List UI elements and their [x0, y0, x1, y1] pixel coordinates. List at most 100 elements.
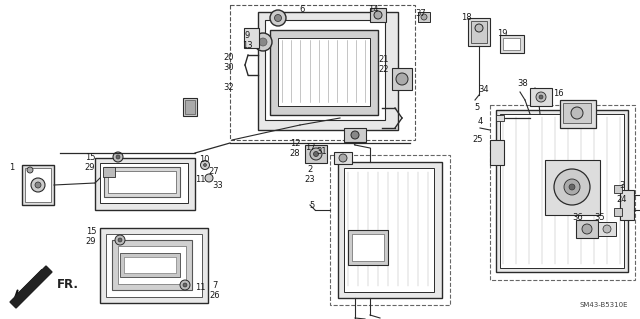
Bar [104, 167, 180, 197]
Text: 17: 17 [305, 144, 316, 152]
Text: 37: 37 [415, 9, 426, 18]
Bar [370, 8, 386, 22]
Bar [471, 21, 487, 43]
Circle shape [554, 169, 590, 205]
Bar [348, 230, 388, 265]
Text: 32: 32 [224, 84, 234, 93]
Text: 10: 10 [199, 155, 209, 165]
Text: 5: 5 [309, 201, 315, 210]
Circle shape [270, 10, 286, 26]
Bar [103, 167, 115, 177]
Bar [500, 35, 524, 53]
Circle shape [396, 73, 408, 85]
Text: 11: 11 [195, 284, 205, 293]
Circle shape [421, 14, 427, 20]
Bar [563, 103, 591, 123]
Circle shape [183, 283, 187, 287]
Bar [185, 100, 195, 114]
Text: 14: 14 [368, 5, 378, 14]
Text: 33: 33 [212, 181, 223, 189]
Text: 28: 28 [290, 150, 300, 159]
Circle shape [275, 14, 282, 21]
Text: 19: 19 [497, 29, 508, 39]
Bar [100, 228, 208, 303]
Circle shape [113, 152, 123, 162]
Text: 20: 20 [224, 54, 234, 63]
Bar [468, 18, 490, 46]
Bar [106, 234, 202, 297]
Bar [545, 160, 600, 215]
Bar [270, 30, 378, 115]
Text: FR.: FR. [57, 278, 79, 292]
Text: 35: 35 [595, 213, 605, 222]
Bar [330, 155, 450, 305]
Circle shape [571, 107, 583, 119]
Bar [25, 168, 51, 202]
Text: 26: 26 [210, 291, 220, 300]
Bar [490, 105, 635, 280]
Circle shape [539, 95, 543, 99]
Bar [112, 240, 192, 290]
Text: 12: 12 [290, 139, 300, 149]
Text: SM43-B5310E: SM43-B5310E [579, 302, 628, 308]
Circle shape [374, 11, 382, 19]
Text: 18: 18 [461, 13, 471, 23]
Circle shape [116, 155, 120, 159]
Circle shape [205, 174, 213, 182]
Text: 21: 21 [379, 56, 389, 64]
Text: 29: 29 [84, 162, 95, 172]
Text: 16: 16 [553, 90, 563, 99]
Circle shape [180, 280, 190, 290]
Circle shape [254, 33, 272, 51]
Text: 24: 24 [617, 196, 627, 204]
Text: 4: 4 [477, 117, 483, 127]
Text: 23: 23 [305, 175, 316, 184]
Bar [120, 253, 180, 277]
Circle shape [351, 131, 359, 139]
Bar [183, 98, 197, 116]
Bar [418, 12, 430, 22]
Circle shape [569, 184, 575, 190]
Text: 5: 5 [474, 102, 479, 112]
Text: 38: 38 [518, 79, 529, 88]
Bar [118, 246, 186, 284]
Text: 25: 25 [473, 136, 483, 145]
Circle shape [115, 235, 125, 245]
Text: 30: 30 [224, 63, 234, 72]
Text: 22: 22 [379, 65, 389, 75]
Text: 11: 11 [195, 175, 205, 184]
Bar [500, 114, 624, 268]
Bar [503, 38, 520, 50]
Bar [108, 171, 176, 193]
Circle shape [475, 24, 483, 32]
Circle shape [536, 92, 546, 102]
Bar [576, 220, 598, 238]
Text: 2: 2 [307, 166, 312, 174]
Bar [352, 234, 384, 261]
Text: 15: 15 [84, 152, 95, 161]
Bar [95, 158, 195, 210]
Text: 36: 36 [573, 213, 584, 222]
Bar [100, 163, 188, 203]
Circle shape [204, 164, 207, 167]
Bar [496, 115, 504, 121]
Text: 9: 9 [244, 32, 250, 41]
Circle shape [310, 148, 322, 160]
Circle shape [259, 38, 267, 46]
Bar [392, 68, 412, 90]
Bar [614, 208, 622, 216]
Circle shape [582, 224, 592, 234]
Bar [124, 257, 176, 273]
Text: 34: 34 [479, 85, 490, 94]
Bar [530, 88, 552, 106]
Circle shape [564, 179, 580, 195]
Circle shape [603, 225, 611, 233]
Bar [230, 5, 415, 140]
Circle shape [27, 167, 33, 173]
Bar [305, 145, 327, 163]
Text: 15: 15 [86, 227, 96, 236]
Bar [614, 185, 622, 193]
Bar [258, 12, 398, 130]
Bar [496, 110, 628, 272]
Circle shape [118, 238, 122, 242]
